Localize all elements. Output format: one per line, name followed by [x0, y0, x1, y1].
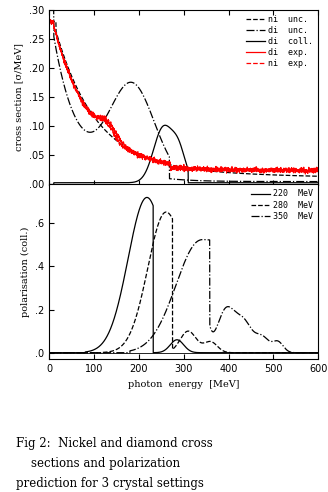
Line: di  exp.: di exp.	[50, 20, 318, 173]
di  coll.	[151, 149, 155, 154]
di  exp.	[48, 18, 52, 24]
ni  exp.	[49, 17, 53, 23]
di  exp.	[49, 17, 52, 23]
Legend: 220  MeV, 280  MeV, 350  MeV: 220 MeV, 280 MeV, 350 MeV	[251, 188, 314, 221]
di  coll.	[94, 180, 98, 185]
Line: di  coll.: di coll.	[50, 125, 318, 184]
ni  unc.	[48, 19, 52, 25]
di  exp.	[282, 167, 286, 173]
di  exp.	[311, 167, 315, 173]
ni  unc.	[163, 160, 167, 166]
di  coll.	[163, 123, 167, 128]
di  coll.	[48, 182, 52, 187]
di  coll.	[311, 180, 315, 185]
ni  exp.	[48, 20, 52, 26]
Legend: ni  unc., di  unc., di  coll., di  exp., ni  exp.: ni unc., di unc., di coll., di exp., ni …	[246, 14, 314, 69]
di  coll.	[163, 123, 167, 128]
di  unc.	[48, 7, 52, 13]
di  unc.	[94, 126, 98, 132]
ni  unc.	[282, 172, 286, 178]
Y-axis label: cross section [σ/MeV]: cross section [σ/MeV]	[14, 43, 23, 151]
ni  exp.	[303, 171, 307, 177]
ni  exp.	[282, 167, 286, 173]
Line: di  unc.: di unc.	[50, 10, 318, 182]
di  unc.	[163, 144, 167, 150]
Y-axis label: polarisation (coll.): polarisation (coll.)	[20, 227, 30, 317]
ni  unc.	[316, 173, 320, 179]
ni  exp.	[79, 97, 83, 103]
Text: Fig 2:  Nickel and diamond cross
    sections and polarization
prediction for 3 : Fig 2: Nickel and diamond cross sections…	[16, 436, 213, 490]
ni  unc.	[151, 157, 155, 163]
di  unc.	[316, 179, 320, 184]
X-axis label: photon  energy  [MeV]: photon energy [MeV]	[128, 379, 239, 389]
ni  exp.	[95, 117, 99, 123]
di  unc.	[311, 179, 315, 184]
ni  unc.	[79, 92, 83, 98]
Line: ni  exp.: ni exp.	[50, 20, 318, 174]
di  exp.	[151, 159, 155, 165]
di  exp.	[163, 159, 167, 165]
ni  unc.	[311, 173, 315, 179]
di  unc.	[282, 179, 286, 184]
ni  exp.	[163, 158, 167, 164]
ni  unc.	[94, 117, 98, 123]
ni  exp.	[311, 169, 315, 175]
ni  exp.	[316, 169, 320, 175]
ni  exp.	[151, 156, 155, 162]
di  coll.	[79, 180, 83, 185]
di  unc.	[151, 115, 155, 121]
di  unc.	[79, 123, 83, 129]
di  coll.	[282, 180, 286, 185]
di  coll.	[316, 180, 320, 185]
Line: ni  unc.: ni unc.	[50, 22, 318, 176]
di  exp.	[316, 168, 320, 174]
di  exp.	[79, 96, 83, 102]
di  exp.	[95, 114, 99, 120]
di  exp.	[306, 170, 310, 176]
